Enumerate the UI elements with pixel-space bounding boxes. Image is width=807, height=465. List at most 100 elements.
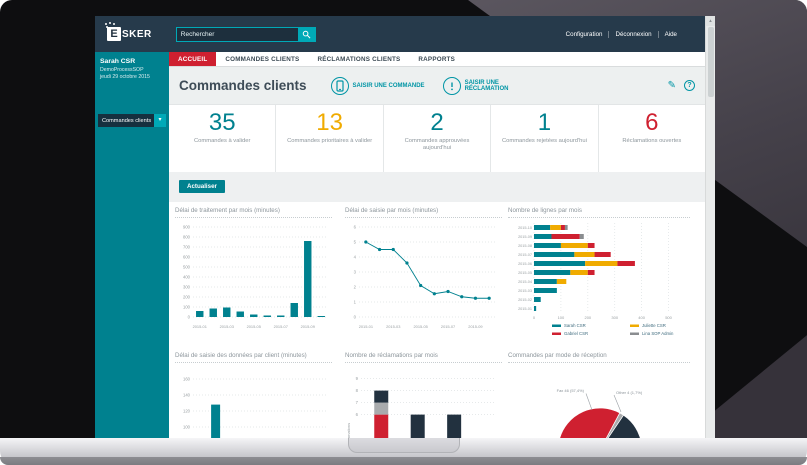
- svg-text:2: 2: [354, 285, 357, 290]
- kpi-commandes-a-valider[interactable]: 35 Commandes à valider: [169, 105, 277, 172]
- svg-text:7: 7: [356, 400, 359, 405]
- saisir-reclamation-label: SAISIR UNE RÉCLAMATION: [464, 79, 509, 92]
- chart-delai-traitement: 0 100 200 300 400 500 600 700 800 900 2015-01 2015-…: [175, 219, 332, 331]
- page-scrollbar[interactable]: ▲: [705, 16, 715, 438]
- svg-text:Sarah CSR: Sarah CSR: [564, 323, 586, 328]
- saisir-commande-button[interactable]: SAISIR UNE COMMANDE: [330, 76, 425, 95]
- link-deconnexion[interactable]: Déconnexion: [608, 30, 657, 38]
- svg-text:400: 400: [638, 315, 645, 320]
- chart-nombre-lignes: 0 100 200 300 400 500 2015-10 2015-09 2015-08 201…: [508, 219, 690, 349]
- svg-text:2015-03: 2015-03: [220, 324, 234, 329]
- svg-text:2015-05: 2015-05: [247, 324, 261, 329]
- chart-title-nombre-lignes: Nombre de lignes par mois: [508, 207, 690, 218]
- tab-rapports[interactable]: RAPPORTS: [418, 56, 456, 63]
- svg-text:500: 500: [665, 315, 672, 320]
- svg-text:9: 9: [356, 376, 359, 381]
- chart-title-delai-saisie-client: Délai de saisie des données par client (…: [175, 352, 332, 363]
- chart-mode-reception: Fax 46 (57,4%) Other 4 (1,7%): [508, 365, 703, 438]
- svg-text:2015-03: 2015-03: [518, 289, 532, 293]
- svg-text:3: 3: [354, 270, 357, 275]
- svg-text:600: 600: [183, 255, 191, 260]
- stand-notch: [347, 438, 460, 453]
- svg-text:2015-07: 2015-07: [518, 253, 532, 257]
- svg-text:2015-01: 2015-01: [518, 307, 532, 311]
- kpi-value: 35: [208, 109, 236, 136]
- tab-accueil[interactable]: ACCUEIL: [169, 52, 217, 66]
- svg-text:2015-06: 2015-06: [518, 262, 532, 266]
- claim-icon: [442, 76, 461, 95]
- help-icon[interactable]: ?: [684, 80, 695, 91]
- svg-text:140: 140: [183, 393, 191, 398]
- chart-title-delai-saisie: Délai de saisie par mois (minutes): [345, 207, 502, 218]
- process-selector-label: Commandes clients: [102, 117, 152, 124]
- svg-text:2015-01: 2015-01: [359, 324, 373, 329]
- tab-bar: ACCUEIL COMMANDES CLIENTS RÉCLAMATIONS C…: [169, 52, 705, 67]
- svg-text:500: 500: [183, 265, 191, 270]
- kpi-commandes-rejetees[interactable]: 1 Commandes rejetées aujourd'hui: [491, 105, 599, 172]
- svg-text:2015-01: 2015-01: [193, 324, 207, 329]
- main-content: Commandes clients SAISIR UNE COMMANDE: [169, 67, 705, 438]
- saisir-commande-label: SAISIR UNE COMMANDE: [352, 82, 425, 89]
- chevron-down-icon: ▾: [154, 114, 166, 127]
- charts-panel: Délai de traitement par mois (minutes) D…: [169, 202, 705, 438]
- svg-text:6: 6: [354, 225, 357, 230]
- svg-text:0: 0: [354, 315, 357, 320]
- kpi-reclamations-ouvertes[interactable]: 6 Réclamations ouvertes: [599, 105, 705, 172]
- svg-text:4: 4: [354, 255, 357, 260]
- svg-text:6: 6: [356, 412, 359, 417]
- svg-text:2015-07: 2015-07: [441, 324, 455, 329]
- chart-delai-saisie: 0 1 2 3 4 5 6 2015-01 2015-03 2015-05 2015-07 2015-…: [345, 219, 502, 331]
- kpi-label: Commandes rejetées aujourd'hui: [501, 138, 587, 144]
- link-configuration[interactable]: Configuration: [565, 30, 603, 38]
- kpi-label: Commandes approuvées aujourd'hui: [404, 138, 470, 151]
- toolbar-band: Actualiser: [169, 172, 705, 202]
- svg-text:0: 0: [188, 315, 191, 320]
- svg-text:300: 300: [611, 315, 618, 320]
- edit-pencil-icon[interactable]: ✎: [667, 80, 676, 91]
- scroll-up-arrow[interactable]: ▲: [706, 16, 715, 26]
- page-title: Commandes clients: [179, 78, 307, 93]
- esker-logo-mark: E: [105, 23, 121, 41]
- svg-text:Fax 46 (57,4%): Fax 46 (57,4%): [557, 388, 585, 393]
- kpi-commandes-approuvees[interactable]: 2 Commandes approuvées aujourd'hui: [384, 105, 492, 172]
- svg-text:400: 400: [183, 275, 191, 280]
- sidebar-date: jeudi 29 octobre 2015: [100, 74, 150, 80]
- svg-text:8: 8: [356, 388, 359, 393]
- tab-commandes-clients[interactable]: COMMANDES CLIENTS: [225, 56, 300, 63]
- search-button[interactable]: [297, 26, 316, 42]
- app-header: E SKER Configuration Déconnexion Aide: [95, 16, 705, 52]
- search-input[interactable]: [175, 26, 298, 42]
- kpi-commandes-prioritaires[interactable]: 13 Commandes prioritaires à valider: [276, 105, 384, 172]
- svg-text:2015-03: 2015-03: [386, 324, 400, 329]
- svg-text:100: 100: [183, 305, 191, 310]
- svg-text:Réclamations: Réclamations: [346, 423, 351, 438]
- stand-base: [0, 457, 807, 465]
- link-aide[interactable]: Aide: [657, 30, 683, 38]
- esker-logo-text: SKER: [122, 28, 152, 40]
- kpi-value: 1: [537, 109, 552, 136]
- svg-text:2015-09: 2015-09: [518, 235, 532, 239]
- svg-text:5: 5: [354, 240, 357, 245]
- monitor-stand: [0, 438, 807, 465]
- kpi-label: Commandes à valider: [194, 138, 251, 144]
- sidebar-org: DemoProcessSOP: [100, 67, 144, 73]
- svg-text:0: 0: [533, 315, 536, 320]
- chart-delai-saisie-client: 100 120 140 160: [175, 365, 332, 438]
- svg-text:120: 120: [183, 409, 191, 414]
- refresh-button[interactable]: Actualiser: [179, 180, 225, 193]
- chart-title-reclamations-mois: Nombre de réclamations par mois: [345, 352, 502, 363]
- svg-text:Juliette CSR: Juliette CSR: [642, 323, 666, 328]
- svg-text:Other 4 (1,7%): Other 4 (1,7%): [616, 390, 643, 395]
- svg-text:100: 100: [558, 315, 565, 320]
- kpi-value: 6: [645, 109, 659, 136]
- svg-text:2015-07: 2015-07: [274, 324, 288, 329]
- chart-title-delai-traitement: Délai de traitement par mois (minutes): [175, 207, 332, 218]
- esker-logo: E SKER: [105, 23, 152, 41]
- scrollbar-thumb[interactable]: [707, 27, 714, 97]
- svg-text:700: 700: [183, 245, 191, 250]
- tab-reclamations-clients[interactable]: RÉCLAMATIONS CLIENTS: [317, 56, 401, 63]
- top-links: Configuration Déconnexion Aide: [560, 30, 683, 38]
- saisir-reclamation-button[interactable]: SAISIR UNE RÉCLAMATION: [442, 76, 509, 95]
- process-selector[interactable]: Commandes clients ▾: [98, 114, 166, 127]
